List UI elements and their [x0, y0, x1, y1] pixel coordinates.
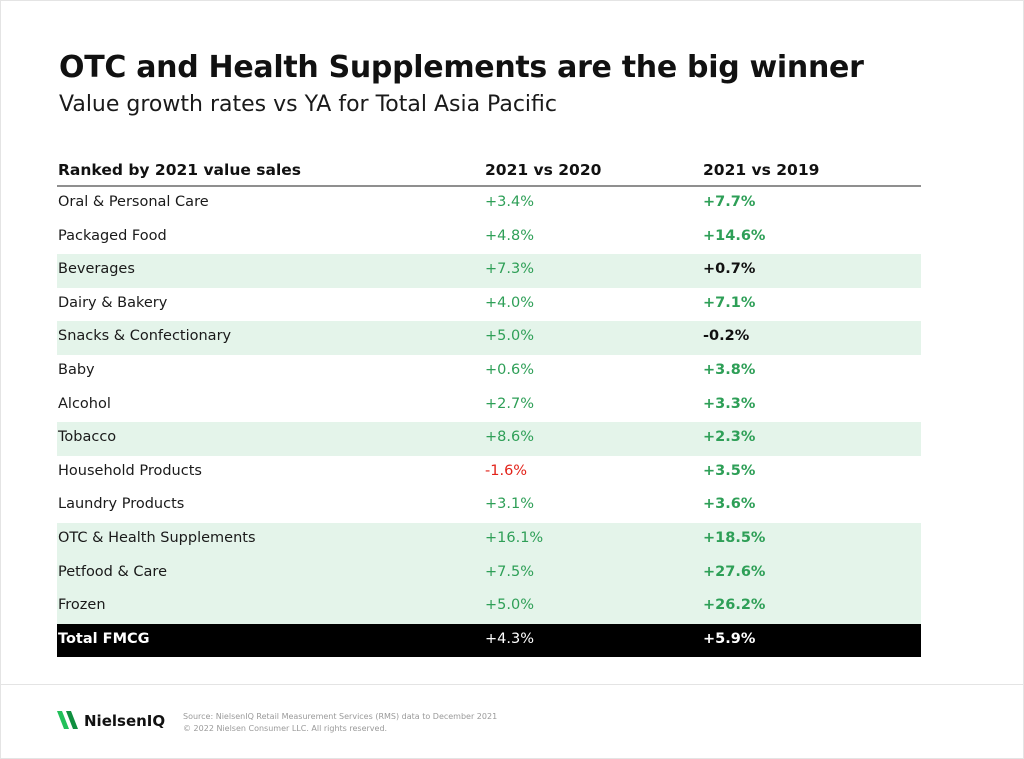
table-row: Beverages +7.3% +0.7%	[57, 254, 921, 288]
row-value-2021-vs-2020: +7.5%	[485, 563, 534, 580]
total-value-2021-vs-2020: +4.3%	[485, 630, 534, 647]
row-value-2021-vs-2020: +0.6%	[485, 361, 534, 378]
row-category-label: Tobacco	[58, 429, 117, 446]
table-row: Dairy & Bakery +4.0% +7.1%	[57, 288, 921, 322]
row-value-2021-vs-2020: +5.0%	[485, 328, 534, 345]
row-value-2021-vs-2019: +3.5%	[703, 462, 756, 479]
table-row: Alcohol +2.7% +3.3%	[57, 389, 921, 423]
row-value-2021-vs-2019: +3.3%	[703, 395, 756, 412]
row-value-2021-vs-2019: -0.2%	[703, 328, 750, 345]
row-category-label: Oral & Personal Care	[58, 194, 209, 210]
table-row: Packaged Food +4.8% +14.6%	[57, 221, 921, 255]
column-header-2021-vs-2020: 2021 vs 2020	[485, 161, 602, 179]
row-value-2021-vs-2020: +5.0%	[485, 597, 534, 614]
table-row: Oral & Personal Care +3.4% +7.7%	[57, 187, 921, 221]
page-title: OTC and Health Supplements are the big w…	[59, 50, 864, 85]
table-row: Tobacco +8.6% +2.3%	[57, 422, 921, 456]
row-value-2021-vs-2019: +7.1%	[703, 294, 756, 311]
row-category-label: Frozen	[58, 597, 106, 614]
row-category-label: Packaged Food	[58, 227, 167, 244]
row-category-label: Dairy & Bakery	[58, 294, 168, 311]
table-row-total: Total FMCG +4.3% +5.9%	[57, 623, 921, 658]
table-body: Oral & Personal Care +3.4% +7.7% Packaged F…	[57, 187, 921, 624]
row-value-2021-vs-2019: +3.6%	[703, 496, 756, 513]
nielseniq-logo-icon	[57, 711, 78, 729]
row-value-2021-vs-2020: -1.6%	[485, 462, 528, 479]
row-value-2021-vs-2019: +3.8%	[703, 361, 756, 378]
row-value-2021-vs-2020: +3.1%	[485, 496, 534, 513]
page-subtitle: Value growth rates vs YA for Total Asia …	[59, 92, 557, 117]
row-category-label: Beverages	[58, 261, 135, 278]
footer-divider	[0, 684, 1024, 685]
row-value-2021-vs-2020: +16.1%	[485, 529, 544, 546]
total-category-label: Total FMCG	[58, 630, 150, 647]
copyright-note: © 2022 Nielsen Consumer LLC. All rights …	[183, 724, 388, 733]
table-row: Baby +0.6% +3.8%	[57, 355, 921, 389]
table-row: Household Products -1.6% +3.5%	[57, 456, 921, 490]
row-value-2021-vs-2020: +7.3%	[485, 261, 534, 278]
table-row: OTC & Health Supplements +16.1% +18.5%	[57, 522, 921, 557]
row-value-2021-vs-2019: +18.5%	[703, 529, 766, 546]
row-value-2021-vs-2020: +3.4%	[485, 194, 534, 210]
row-category-label: Laundry Products	[58, 496, 185, 513]
row-category-label: Alcohol	[58, 395, 111, 412]
source-note: Source: NielsenIQ Retail Measurement Ser…	[183, 712, 498, 721]
row-category-label: Petfood & Care	[58, 563, 167, 580]
table-row: Snacks & Confectionary +5.0% -0.2%	[57, 321, 921, 355]
row-category-label: Baby	[58, 361, 95, 378]
growth-table: Ranked by 2021 value sales 2021 vs 2020 …	[57, 153, 921, 658]
row-value-2021-vs-2019: +7.7%	[703, 194, 756, 210]
logo-wordmark: NielsenIQ	[84, 712, 166, 730]
column-header-category: Ranked by 2021 value sales	[58, 161, 302, 179]
row-value-2021-vs-2019: +0.7%	[703, 261, 756, 278]
total-value-2021-vs-2019: +5.9%	[703, 630, 756, 647]
row-category-label: Household Products	[58, 462, 202, 479]
table-row: Petfood & Care +7.5% +27.6%	[57, 556, 921, 591]
table-row: Laundry Products +3.1% +3.6%	[57, 489, 921, 523]
row-category-label: Snacks & Confectionary	[58, 328, 232, 345]
row-value-2021-vs-2019: +2.3%	[703, 429, 756, 446]
row-value-2021-vs-2019: +14.6%	[703, 227, 766, 244]
table-header: Ranked by 2021 value sales 2021 vs 2020 …	[57, 153, 921, 187]
row-value-2021-vs-2020: +4.8%	[485, 227, 534, 244]
row-value-2021-vs-2019: +26.2%	[703, 597, 766, 614]
column-header-2021-vs-2019: 2021 vs 2019	[703, 161, 820, 179]
row-value-2021-vs-2020: +4.0%	[485, 294, 534, 311]
row-value-2021-vs-2019: +27.6%	[703, 563, 766, 580]
row-value-2021-vs-2020: +8.6%	[485, 429, 534, 446]
table-row: Frozen +5.0% +26.2%	[57, 590, 921, 624]
row-category-label: OTC & Health Supplements	[58, 529, 256, 546]
row-value-2021-vs-2020: +2.7%	[485, 395, 534, 412]
